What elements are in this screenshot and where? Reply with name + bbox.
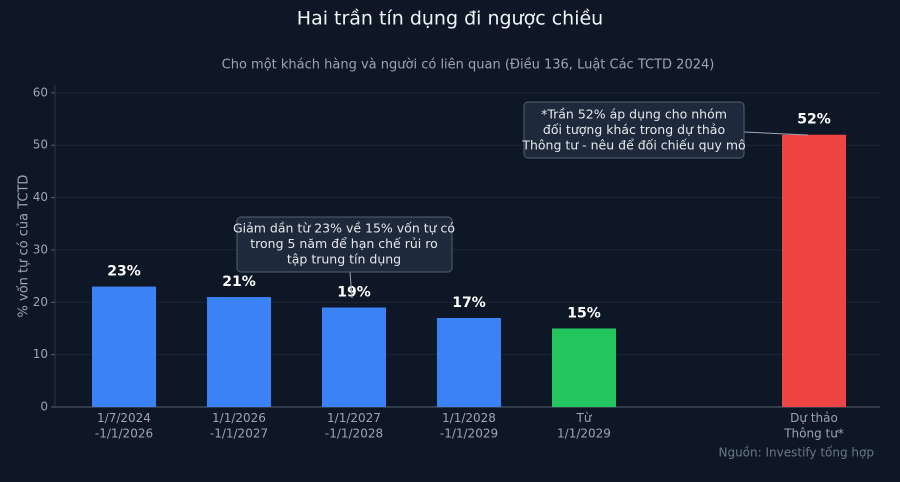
x-tick-label: 1/1/2027 -1/1/2028 (325, 411, 383, 441)
arrow (349, 271, 353, 299)
annotation: Giảm dần từ 23% về 15% vốn tự có trong 5 … (233, 101, 809, 299)
x-tick-label: Từ 1/1/2029 (557, 411, 611, 441)
y-tick-label: 40 (33, 190, 48, 204)
value-label: 15% (567, 305, 601, 321)
bar (437, 317, 501, 407)
y-tick-label: 20 (33, 295, 48, 309)
x-tick-label: 1/1/2026 -1/1/2027 (210, 411, 268, 441)
plot: 0 10 20 30 40 50 60 1/7/2024 -1/1/2026 23% 1/1/202… (33, 85, 880, 440)
annotation-box (523, 101, 745, 159)
y-tick-label: 60 (33, 85, 48, 99)
y-axis-label: % vốn tự có của TCTD (17, 175, 32, 318)
chart-subtitle: Cho một khách hàng và người có liên quan… (222, 58, 715, 73)
y-tick-label: 0 (40, 400, 48, 414)
value-label: 17% (452, 295, 486, 311)
y-tick-label: 50 (33, 138, 48, 152)
bar (782, 134, 846, 407)
bar (322, 307, 386, 407)
bar (92, 286, 156, 407)
y-tick-label: 30 (33, 242, 48, 256)
bar (207, 297, 271, 407)
y-tick-label: 10 (33, 347, 48, 361)
annotation-box (236, 216, 453, 273)
value-label: 21% (222, 274, 256, 290)
bar (552, 328, 616, 407)
x-tick-label: 1/7/2024 -1/1/2026 (95, 411, 153, 441)
arrow (743, 131, 809, 136)
value-label: 19% (337, 285, 371, 301)
value-label: 52% (797, 112, 831, 128)
annotation-text: Giảm dần từ 23% về 15% vốn tự có trong 5 … (233, 220, 455, 266)
annotation-text: *Trần 52% áp dụng cho nhóm đối tượng khác… (521, 106, 745, 152)
chart-title: Hai trần tín dụng đi ngược chiều (297, 8, 603, 30)
source: Nguồn: Investify tổng hợp (718, 446, 874, 460)
x-tick-label: 1/1/2028 -1/1/2029 (440, 411, 498, 441)
value-label: 23% (107, 264, 141, 280)
x-tick-label: Dự thảo Thông tư* (783, 411, 844, 441)
